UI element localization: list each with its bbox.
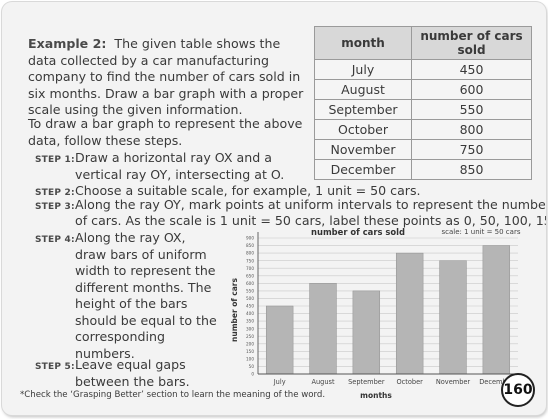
table-cell-month: October xyxy=(314,119,412,140)
y-tick-label: 700 xyxy=(246,266,254,271)
y-tick-label: 900 xyxy=(246,236,254,241)
y-tick-label: 750 xyxy=(246,258,254,263)
bar xyxy=(265,305,294,375)
table-cell-value: 750 xyxy=(411,139,532,160)
chart-title: number of cars sold xyxy=(311,227,405,237)
table-row: September 550 xyxy=(314,99,532,120)
table-cell-value: 600 xyxy=(411,79,532,100)
table-cell-month: December xyxy=(314,159,412,180)
step-3-line-1: Along the ray OY, mark points at uniform… xyxy=(75,197,546,212)
x-tick-label: July xyxy=(273,378,286,386)
table-row: July 450 xyxy=(314,59,532,80)
table-row: December 850 xyxy=(314,159,532,180)
y-tick-label: 450 xyxy=(246,304,254,309)
example-intro: Example 2: The given table shows the dat… xyxy=(28,36,310,119)
x-tick-label: December xyxy=(479,378,513,386)
table-cell-value: 850 xyxy=(411,159,532,180)
example-label: Example 2: xyxy=(28,36,107,51)
table-header-cars: number of cars sold xyxy=(411,26,532,60)
table-cell-month: September xyxy=(314,99,412,120)
y-tick-label: 50 xyxy=(249,364,255,369)
x-tick-label: August xyxy=(311,378,334,386)
page-number: 160 xyxy=(501,373,535,407)
chart-scale-note: scale: 1 unit = 50 cars xyxy=(442,228,521,236)
table-cell-month: November xyxy=(314,139,412,160)
y-tick-label: 150 xyxy=(246,349,254,354)
bar xyxy=(395,252,424,375)
step-2-label: STEP 2: xyxy=(35,188,75,198)
chart-y-axis-label: number of cars xyxy=(230,277,239,341)
y-tick-label: 800 xyxy=(246,251,254,256)
y-tick-label: 300 xyxy=(246,326,254,331)
table-header-row: month number of cars sold xyxy=(314,26,532,60)
step-4-text: Along the ray OX, draw bars of uniform w… xyxy=(75,230,217,361)
y-tick-label: 400 xyxy=(246,311,254,316)
bar xyxy=(352,290,381,375)
table-header-month: month xyxy=(314,26,412,60)
table-row: October 800 xyxy=(314,119,532,140)
table-cell-value: 800 xyxy=(411,119,532,140)
bar xyxy=(309,283,337,375)
y-tick-label: 100 xyxy=(246,356,254,361)
table-cell-value: 450 xyxy=(411,59,532,80)
step-1-label: STEP 1: xyxy=(35,155,75,165)
y-tick-label: 650 xyxy=(246,273,254,278)
footnote: *Check the ‘Grasping Better’ section to … xyxy=(20,390,326,400)
y-tick-label: 350 xyxy=(246,319,254,324)
table-cell-month: August xyxy=(314,79,412,100)
y-tick-label: 200 xyxy=(246,341,254,346)
bar xyxy=(482,245,511,375)
y-tick-label: 850 xyxy=(246,243,254,248)
x-tick-label: September xyxy=(348,378,385,386)
step-5-label: STEP 5: xyxy=(35,362,75,372)
table-row: November 750 xyxy=(314,139,532,160)
table-cell-value: 550 xyxy=(411,99,532,120)
instructions-intro: To draw a bar graph to represent the abo… xyxy=(28,116,303,148)
table-cell-month: July xyxy=(314,59,412,80)
step-3-label: STEP 3: xyxy=(35,202,75,212)
y-tick-label: 600 xyxy=(246,281,254,286)
chart-x-axis-label: months xyxy=(360,391,392,400)
y-tick-label: 550 xyxy=(246,288,254,293)
y-tick-label: 250 xyxy=(246,334,254,339)
table-row: August 600 xyxy=(314,79,532,100)
x-tick-label: October xyxy=(396,378,423,386)
x-tick-label: November xyxy=(436,378,471,386)
textbook-page: Example 2: The given table shows the dat… xyxy=(2,2,546,415)
bar xyxy=(439,260,467,375)
step-4-label: STEP 4: xyxy=(35,235,75,245)
step-3-line-2: of cars. As the scale is 1 unit = 50 car… xyxy=(75,213,546,228)
step-2-text: Choose a suitable scale, for example, 1 … xyxy=(75,183,421,198)
y-tick-label: 0 xyxy=(251,372,254,377)
step-1-text: Draw a horizontal ray OX and a vertical … xyxy=(75,150,285,182)
cars-sold-table: month number of cars sold July 450 August… xyxy=(314,26,532,180)
cars-sold-bar-chart: 0 50 100 150 200 250 300 350 400 450 500 550 600 650 7… xyxy=(230,227,521,400)
y-tick-label: 500 xyxy=(246,296,254,301)
example-text: The given table shows the data collected… xyxy=(28,36,304,117)
step-5-text: Leave equal gaps between the bars. xyxy=(75,357,190,389)
